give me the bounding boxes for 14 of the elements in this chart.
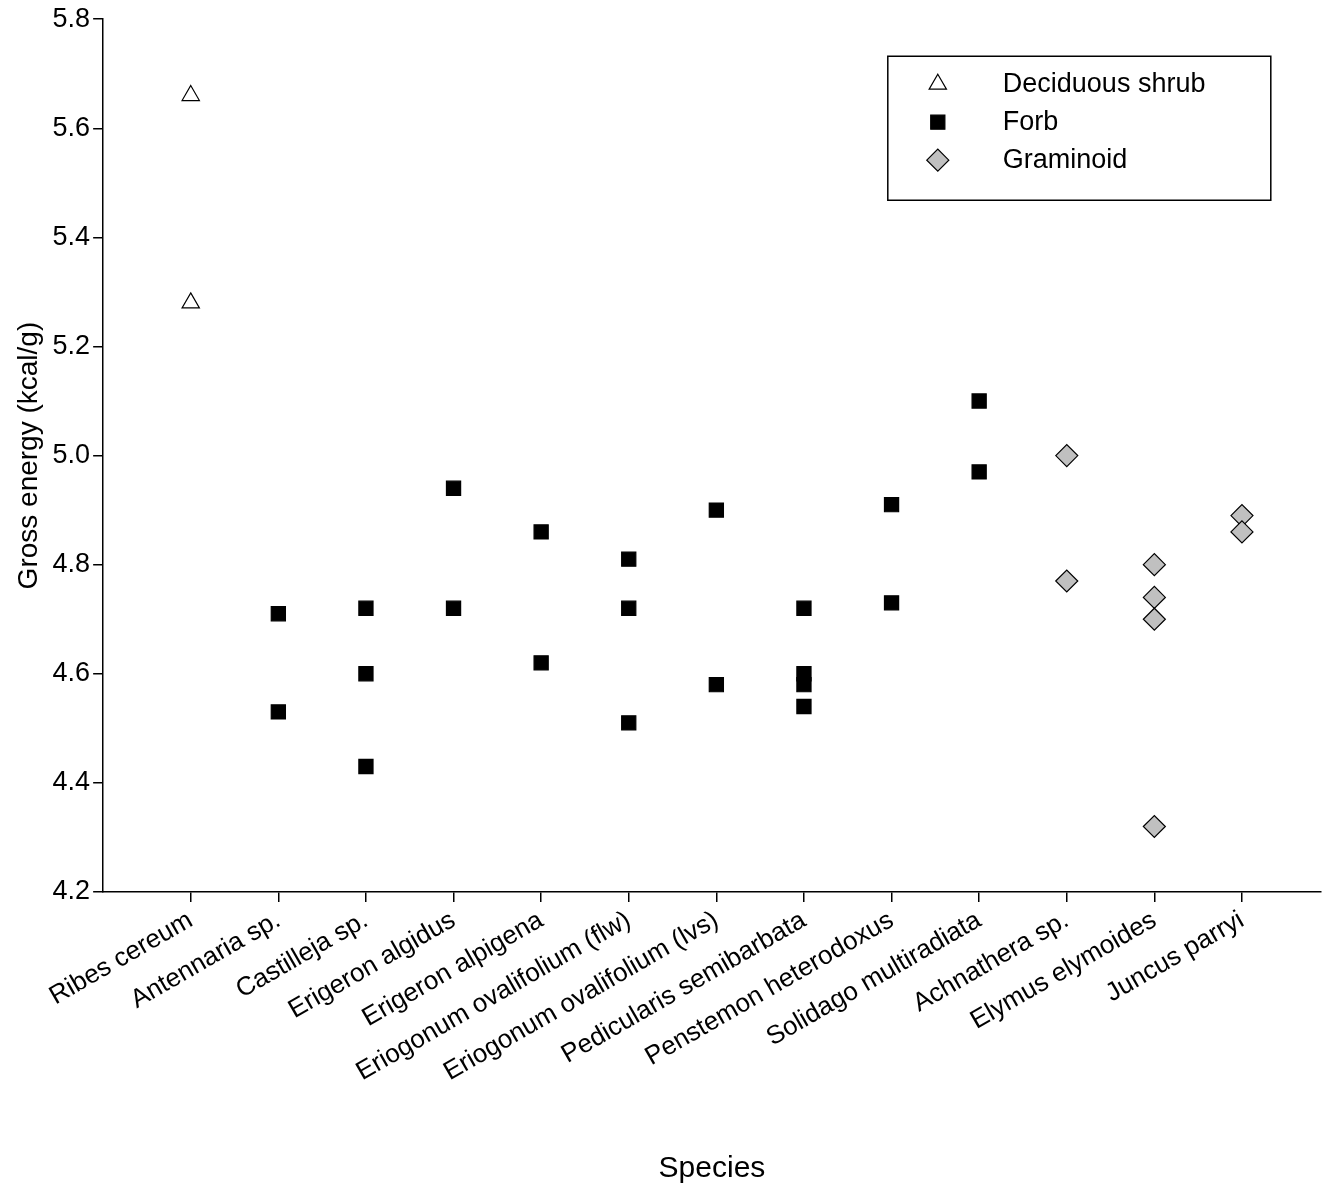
y-tick-label: 5.8 <box>52 2 91 33</box>
legend-label: Forb <box>1002 105 1059 136</box>
y-tick-label: 5.0 <box>52 439 91 470</box>
y-tick-label: 5.6 <box>52 111 91 142</box>
y-tick-label: 4.2 <box>52 875 91 906</box>
y-tick-label: 4.8 <box>52 548 91 579</box>
y-tick-label: 5.2 <box>52 329 91 360</box>
legend-label: Deciduous shrub <box>1002 67 1206 98</box>
y-axis-title: Gross energy (kcal/g) <box>11 321 43 590</box>
legend-label: Graminoid <box>1002 143 1128 174</box>
y-tick-label: 4.4 <box>52 766 91 797</box>
y-tick-label: 4.6 <box>52 657 91 688</box>
x-axis-title: Species <box>658 1150 766 1184</box>
y-tick-label: 5.4 <box>52 220 91 251</box>
